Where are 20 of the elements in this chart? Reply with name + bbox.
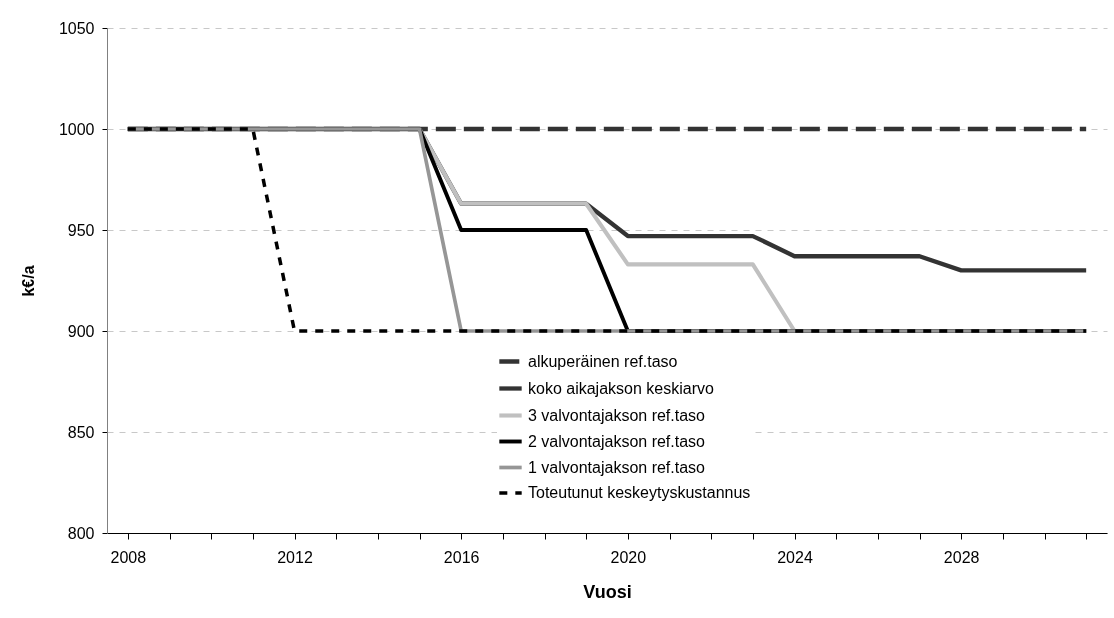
legend-label: 1 valvontajakson ref.taso [528, 458, 706, 476]
x-axis-title: Vuosi [583, 581, 632, 602]
x-tick-label: 2028 [943, 548, 980, 566]
legend-label: Toteutunut keskeytyskustannus [528, 484, 751, 501]
x-tick-label: 2012 [277, 548, 313, 566]
y-tick-label: 800 [67, 524, 95, 542]
y-axis-title: k€/a [19, 265, 37, 297]
y-tick-label: 850 [67, 423, 95, 441]
legend-label: 2 valvontajakson ref.taso [528, 432, 706, 450]
x-tick-label: 2020 [610, 548, 647, 566]
y-tick-label: 1000 [58, 120, 95, 138]
y-tick-label: 950 [67, 221, 95, 239]
legend-label: 3 valvontajakson ref.taso [528, 406, 706, 424]
legend-label: alkuperäinen ref.taso [528, 352, 678, 370]
x-tick-label: 2024 [777, 548, 813, 566]
x-tick-label: 2016 [443, 548, 480, 566]
x-tick-label: 2008 [110, 548, 147, 566]
y-tick-label: 1050 [58, 19, 95, 37]
y-tick-label: 900 [67, 322, 95, 340]
legend-label: koko aikajakson keskiarvo [528, 379, 714, 397]
